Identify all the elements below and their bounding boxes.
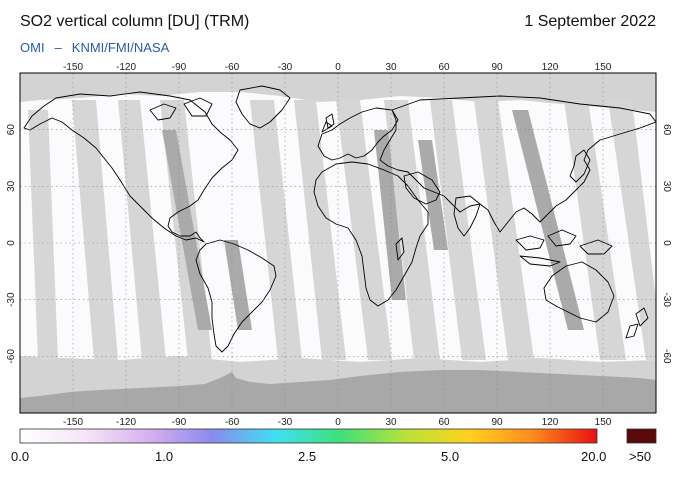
lat-tick-label-right: 0	[661, 240, 672, 246]
colorbar-label-over: >50	[629, 449, 652, 464]
lon-tick-label-bottom: 90	[491, 417, 503, 428]
map-date: 1 September 2022	[524, 13, 656, 30]
swath-overlaps	[162, 110, 584, 330]
lon-tick-label-bottom: 0	[335, 417, 341, 428]
lon-tick-label-top: 150	[595, 62, 612, 73]
lat-tick-label-left: 30	[6, 180, 17, 192]
map-title: SO2 vertical column [DU] (TRM)	[20, 13, 250, 30]
lon-tick-label-top: 90	[491, 62, 503, 73]
lon-tick-label-bottom: -30	[278, 417, 293, 428]
colorbar-label-4: 20.0	[581, 449, 607, 464]
colorbar	[19, 428, 598, 444]
credit-agencies: KNMI/FMI/NASA	[71, 40, 170, 55]
lon-tick-label-bottom: -60	[225, 417, 240, 428]
lat-tick-label-left: 0	[6, 240, 17, 246]
lon-ticks-bottom: -150 -120 -90 -60 -30 0 30 60 90 120 150	[63, 417, 612, 428]
credit-separator: –	[54, 40, 62, 55]
lon-ticks-top: -150 -120 -90 -60 -30 0 30 60 90 120 150	[63, 62, 612, 73]
coastlines	[23, 85, 656, 353]
lon-tick-label-top: -60	[225, 62, 240, 73]
lon-tick-label-bottom: 120	[542, 417, 559, 428]
lat-tick-label-right: -30	[661, 292, 672, 307]
lon-tick-label-top: -150	[63, 62, 83, 73]
lon-tick-label-bottom: -150	[63, 417, 83, 428]
lon-tick-label-top: 120	[542, 62, 559, 73]
lat-tick-label-right: 30	[661, 181, 672, 193]
credit-line: OMI – KNMI/FMI/NASA	[20, 40, 169, 55]
lat-ticks-right: 60 30 0 -30 -60	[661, 124, 672, 364]
lat-tick-label-right: -60	[661, 349, 672, 364]
lat-tick-label-left: -60	[6, 349, 17, 364]
lon-tick-label-bottom: 150	[595, 417, 612, 428]
lon-tick-label-top: -30	[278, 62, 293, 73]
lat-tick-label-left: -30	[6, 292, 17, 307]
lat-tick-label-right: 60	[661, 124, 672, 136]
colorbar-label-1: 1.0	[155, 449, 174, 464]
colorbar-label-3: 5.0	[441, 449, 460, 464]
credit-instrument: OMI	[20, 40, 45, 55]
lon-tick-label-top: 0	[335, 62, 341, 73]
lon-tick-label-bottom: 30	[385, 417, 397, 428]
lon-tick-label-top: -90	[172, 62, 187, 73]
lon-tick-label-top: 60	[438, 62, 450, 73]
lon-tick-label-top: 30	[385, 62, 397, 73]
colorbar-label-0: 0.0	[11, 449, 30, 464]
lon-tick-label-top: -120	[116, 62, 136, 73]
lat-ticks-left: 60 30 0 -30 -60	[6, 124, 17, 364]
colorbar-over-box	[626, 428, 657, 444]
lon-tick-label-bottom: -120	[116, 417, 136, 428]
lon-tick-label-bottom: 60	[438, 417, 450, 428]
map-frame	[19, 72, 657, 414]
lat-tick-label-left: 60	[6, 124, 17, 136]
lon-tick-label-bottom: -90	[172, 417, 187, 428]
colorbar-label-2: 2.5	[298, 449, 317, 464]
